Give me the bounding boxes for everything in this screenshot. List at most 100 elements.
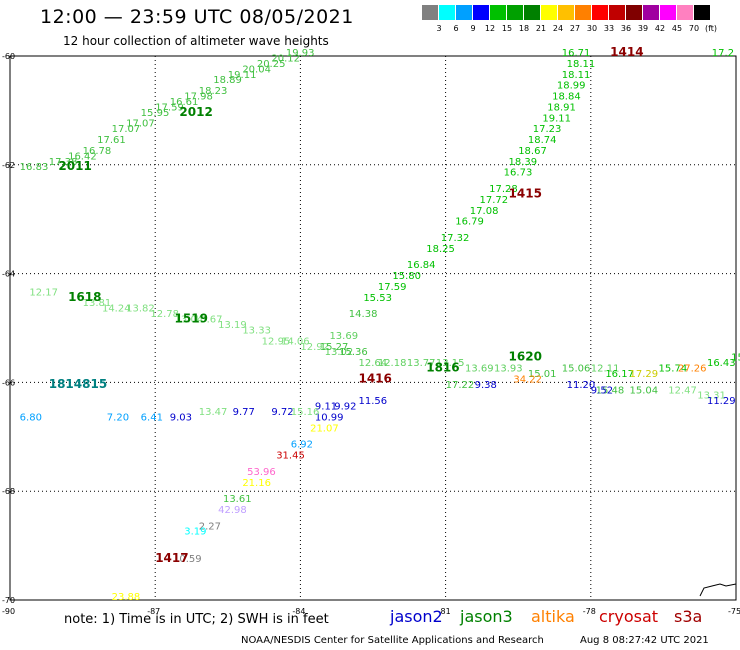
wave-height-value: 17.07 [112, 124, 141, 135]
wave-height-value: 13.67 [194, 315, 223, 326]
wave-height-value: 17.23 [533, 124, 562, 135]
wave-height-value: 6.92 [291, 440, 313, 451]
time-label: 2011 [58, 159, 91, 173]
wave-height-value: 14.38 [349, 309, 378, 320]
wave-height-value: 19.93 [286, 48, 315, 59]
wave-height-value: 15.9 [731, 353, 740, 364]
wave-height-value: 13.82 [126, 304, 155, 315]
wave-height-value: 18.89 [213, 75, 242, 86]
lat-label: -64 [2, 270, 15, 279]
wave-height-value: 18.84 [552, 92, 581, 103]
wave-height-value: 13.02 [325, 347, 354, 358]
wave-height-value: 18.39 [509, 157, 538, 168]
wave-height-value: 12.11 [591, 364, 620, 375]
wave-height-value: 18.91 [547, 102, 576, 113]
legend-label: 39 [637, 24, 649, 33]
time-label: 1416 [358, 371, 391, 385]
wave-height-value: 13.04 [175, 315, 204, 326]
wave-height-value: 17.32 [441, 233, 470, 244]
legend-label: 15 [501, 24, 513, 33]
wave-height-value: 16.84 [407, 260, 436, 271]
legend-label: 21 [535, 24, 547, 33]
legend-label: 3 [436, 24, 442, 33]
wave-height-value: 16.71 [562, 48, 591, 59]
wave-height-value: 17.61 [97, 135, 126, 146]
wave-height-value: 6.41 [141, 412, 163, 423]
lat-label: -70 [2, 596, 15, 605]
lon-label: -90 [2, 607, 15, 616]
legend-label: 42 [654, 24, 666, 33]
legend-label: 70 [688, 24, 700, 33]
wave-height-value: 12.95 [262, 336, 291, 347]
wave-height-value: 18.23 [199, 86, 228, 97]
wave-height-value: 16.79 [455, 217, 484, 228]
lat-label: -60 [2, 52, 15, 61]
wave-height-value: 13.33 [242, 325, 271, 336]
wave-height-value: 17.22 [446, 380, 475, 391]
legend-label: 12 [484, 24, 496, 33]
wave-height-values: 19.9320.1220.2520.0419.1118.8918.2317.98… [20, 48, 740, 603]
time-label: 1414 [610, 45, 643, 59]
wave-height-value: 16.61 [170, 97, 199, 108]
legend-label: 30 [586, 24, 598, 33]
wave-height-value: 20.12 [271, 53, 300, 64]
wave-height-value: 17.98 [184, 92, 213, 103]
legend-swatch [626, 5, 643, 20]
wave-height-value: 7.20 [107, 412, 129, 423]
wave-height-value: 13.15 [436, 358, 465, 369]
legend-unit: (ft) [704, 24, 718, 33]
satellite-label-altika: altika [531, 607, 575, 626]
wave-height-value: 6.80 [20, 412, 42, 423]
wave-height-value: 12.47 [668, 385, 697, 396]
map-subtitle: 12 hour collection of altimeter wave hei… [63, 34, 329, 48]
wave-height-value: 14.24 [102, 304, 131, 315]
wave-height-value: 13.31 [697, 391, 726, 402]
wave-height-value: 17.07 [126, 119, 155, 130]
wave-height-value: 31.45 [276, 451, 305, 462]
map-title: 12:00 — 23:59 UTC 08/05/2021 [40, 6, 354, 28]
wave-height-value: 18.99 [557, 81, 586, 92]
wave-height-value: 17.28 [489, 184, 518, 195]
wave-height-value: 21.07 [310, 423, 339, 434]
wave-height-value: 17.59 [378, 282, 407, 293]
wave-height-value: 15.80 [392, 271, 421, 282]
wave-height-value: 20.25 [257, 59, 286, 70]
legend-label: 6 [453, 24, 459, 33]
wave-height-value: 16.83 [20, 162, 49, 173]
wave-height-value: 18.25 [426, 244, 455, 255]
wave-height-value: 9.38 [475, 380, 497, 391]
wave-height-value: 2.27 [199, 521, 221, 532]
wave-height-value: 23.88 [112, 592, 141, 603]
wave-height-value: 12.64 [358, 358, 387, 369]
lon-label: -81 [438, 607, 451, 616]
wave-height-value: 0.59 [179, 554, 201, 565]
legend-label: 24 [552, 24, 564, 33]
legend-swatch [456, 5, 473, 20]
generated-timestamp: Aug 8 08:27:42 UTC 2021 [580, 635, 709, 646]
wave-height-value: 15.74 [659, 364, 688, 375]
wave-height-value: 15.16 [291, 407, 320, 418]
legend-swatch [677, 5, 694, 20]
wave-height-value: 9.52 [591, 385, 613, 396]
wave-height-value: 17.08 [470, 206, 499, 217]
wave-height-value: 12.18 [378, 358, 407, 369]
coastline [699, 583, 737, 597]
wave-height-value: 9.92 [334, 402, 356, 413]
wave-height-value: 9.72 [271, 407, 293, 418]
time-label: 1816 [426, 361, 459, 375]
wave-height-value: 13.77 [407, 358, 436, 369]
lat-label: -66 [2, 378, 15, 387]
wave-height-value: 15.53 [363, 293, 392, 304]
legend-swatch [422, 5, 439, 20]
legend-swatch [524, 5, 541, 20]
lon-label: -75 [728, 607, 740, 616]
legend-swatch [609, 5, 626, 20]
wave-height-value: 13.69 [465, 364, 494, 375]
legend-swatch [660, 5, 677, 20]
legend-label: 45 [671, 24, 683, 33]
legend-swatch [592, 5, 609, 20]
wave-height-value: 11.29 [707, 396, 736, 407]
wave-height-value: 18.67 [518, 146, 547, 157]
legend-swatch [694, 5, 711, 20]
wave-height-value: 15.06 [562, 364, 591, 375]
